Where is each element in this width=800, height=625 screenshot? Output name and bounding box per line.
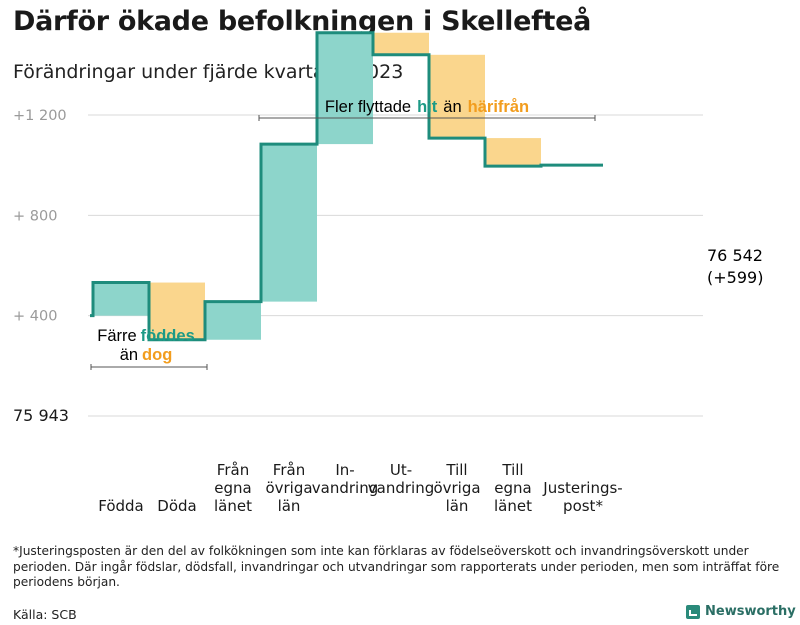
y-tick-label: + 400: [13, 309, 57, 325]
chart-logo-icon: [686, 604, 700, 619]
brand-name: Newsworthy: [705, 604, 796, 619]
x-category-label: In-: [335, 461, 354, 479]
x-category-label: länet: [494, 497, 532, 515]
migration-annotation-middle: än: [443, 98, 461, 116]
x-category-label: Till: [445, 461, 467, 479]
waterfall-bar: [261, 144, 317, 302]
end-change-label: (+599): [707, 268, 763, 287]
x-category-label: län: [278, 497, 301, 515]
bars: [93, 32, 541, 340]
waterfall-bar: [205, 301, 261, 340]
chart-subtitle: Förändringar under fjärde kvartalet 2023: [13, 61, 404, 83]
brand-logo: Newsworthy: [686, 604, 796, 619]
deaths-annotation-highlight: dog: [142, 346, 172, 364]
x-category-label: vandring: [368, 479, 434, 497]
births-annotation-line1: Färre föddes: [97, 327, 195, 345]
x-axis-labels: Födda DödaFrånegnalänetFrånövrigalänIn-va…: [98, 461, 622, 515]
births-annotation-bracket: [90, 364, 208, 370]
x-category-label: Till: [501, 461, 523, 479]
x-category-label: Från: [217, 461, 249, 479]
footnote: *Justeringsposten är den del av folkökni…: [13, 544, 780, 589]
deaths-annotation-prefix: än: [120, 346, 138, 364]
waterfall-bar: [485, 138, 541, 167]
x-category-label: länet: [214, 497, 252, 515]
migration-annotation-bracket: [258, 115, 596, 121]
births-annotation-highlight: föddes: [141, 327, 195, 345]
x-category-label: övriga: [433, 479, 480, 497]
x-category-label: Födda: [98, 497, 144, 515]
cumulative-step-line: [90, 31, 603, 342]
x-category-label: övriga: [265, 479, 312, 497]
end-value-label: 76 542: [707, 246, 763, 265]
x-category-label: vandring: [312, 479, 378, 497]
y-tick-label: + 800: [13, 208, 57, 224]
y-tick-label: 75 943: [13, 406, 69, 425]
migration-annotation: Fler flyttade hit än härifrån: [325, 98, 529, 116]
migration-annotation-prefix: Fler flyttade: [325, 98, 411, 116]
x-category-label: Döda: [157, 497, 196, 515]
x-category-label: Justerings-: [542, 479, 622, 497]
migration-annotation-harifran: härifrån: [468, 98, 529, 116]
migration-annotation-hit: hit: [417, 98, 438, 116]
births-annotation-prefix: Färre: [97, 327, 136, 345]
y-tick-label: +1 200: [13, 108, 67, 124]
x-category-label: egna: [214, 479, 251, 497]
x-category-label: län: [446, 497, 469, 515]
waterfall-bar: [149, 282, 205, 340]
waterfall-bar: [93, 282, 149, 316]
x-category-label: Ut-: [390, 461, 412, 479]
x-category-label: Från: [273, 461, 305, 479]
y-axis-ticks: +1 200 + 800 + 400 75 943: [13, 108, 69, 425]
gridlines: [88, 114, 703, 417]
waterfall-bar: [373, 32, 429, 55]
x-category-label: egna: [494, 479, 531, 497]
x-category-label: post*: [563, 497, 603, 515]
waterfall-bar: [429, 54, 485, 139]
births-annotation-line2: än dog: [120, 346, 173, 364]
chart-title: Därför ökade befolkningen i Skellefteå: [13, 6, 592, 37]
source-label: Källa: SCB: [13, 607, 77, 622]
waterfall-bar: [317, 32, 373, 145]
